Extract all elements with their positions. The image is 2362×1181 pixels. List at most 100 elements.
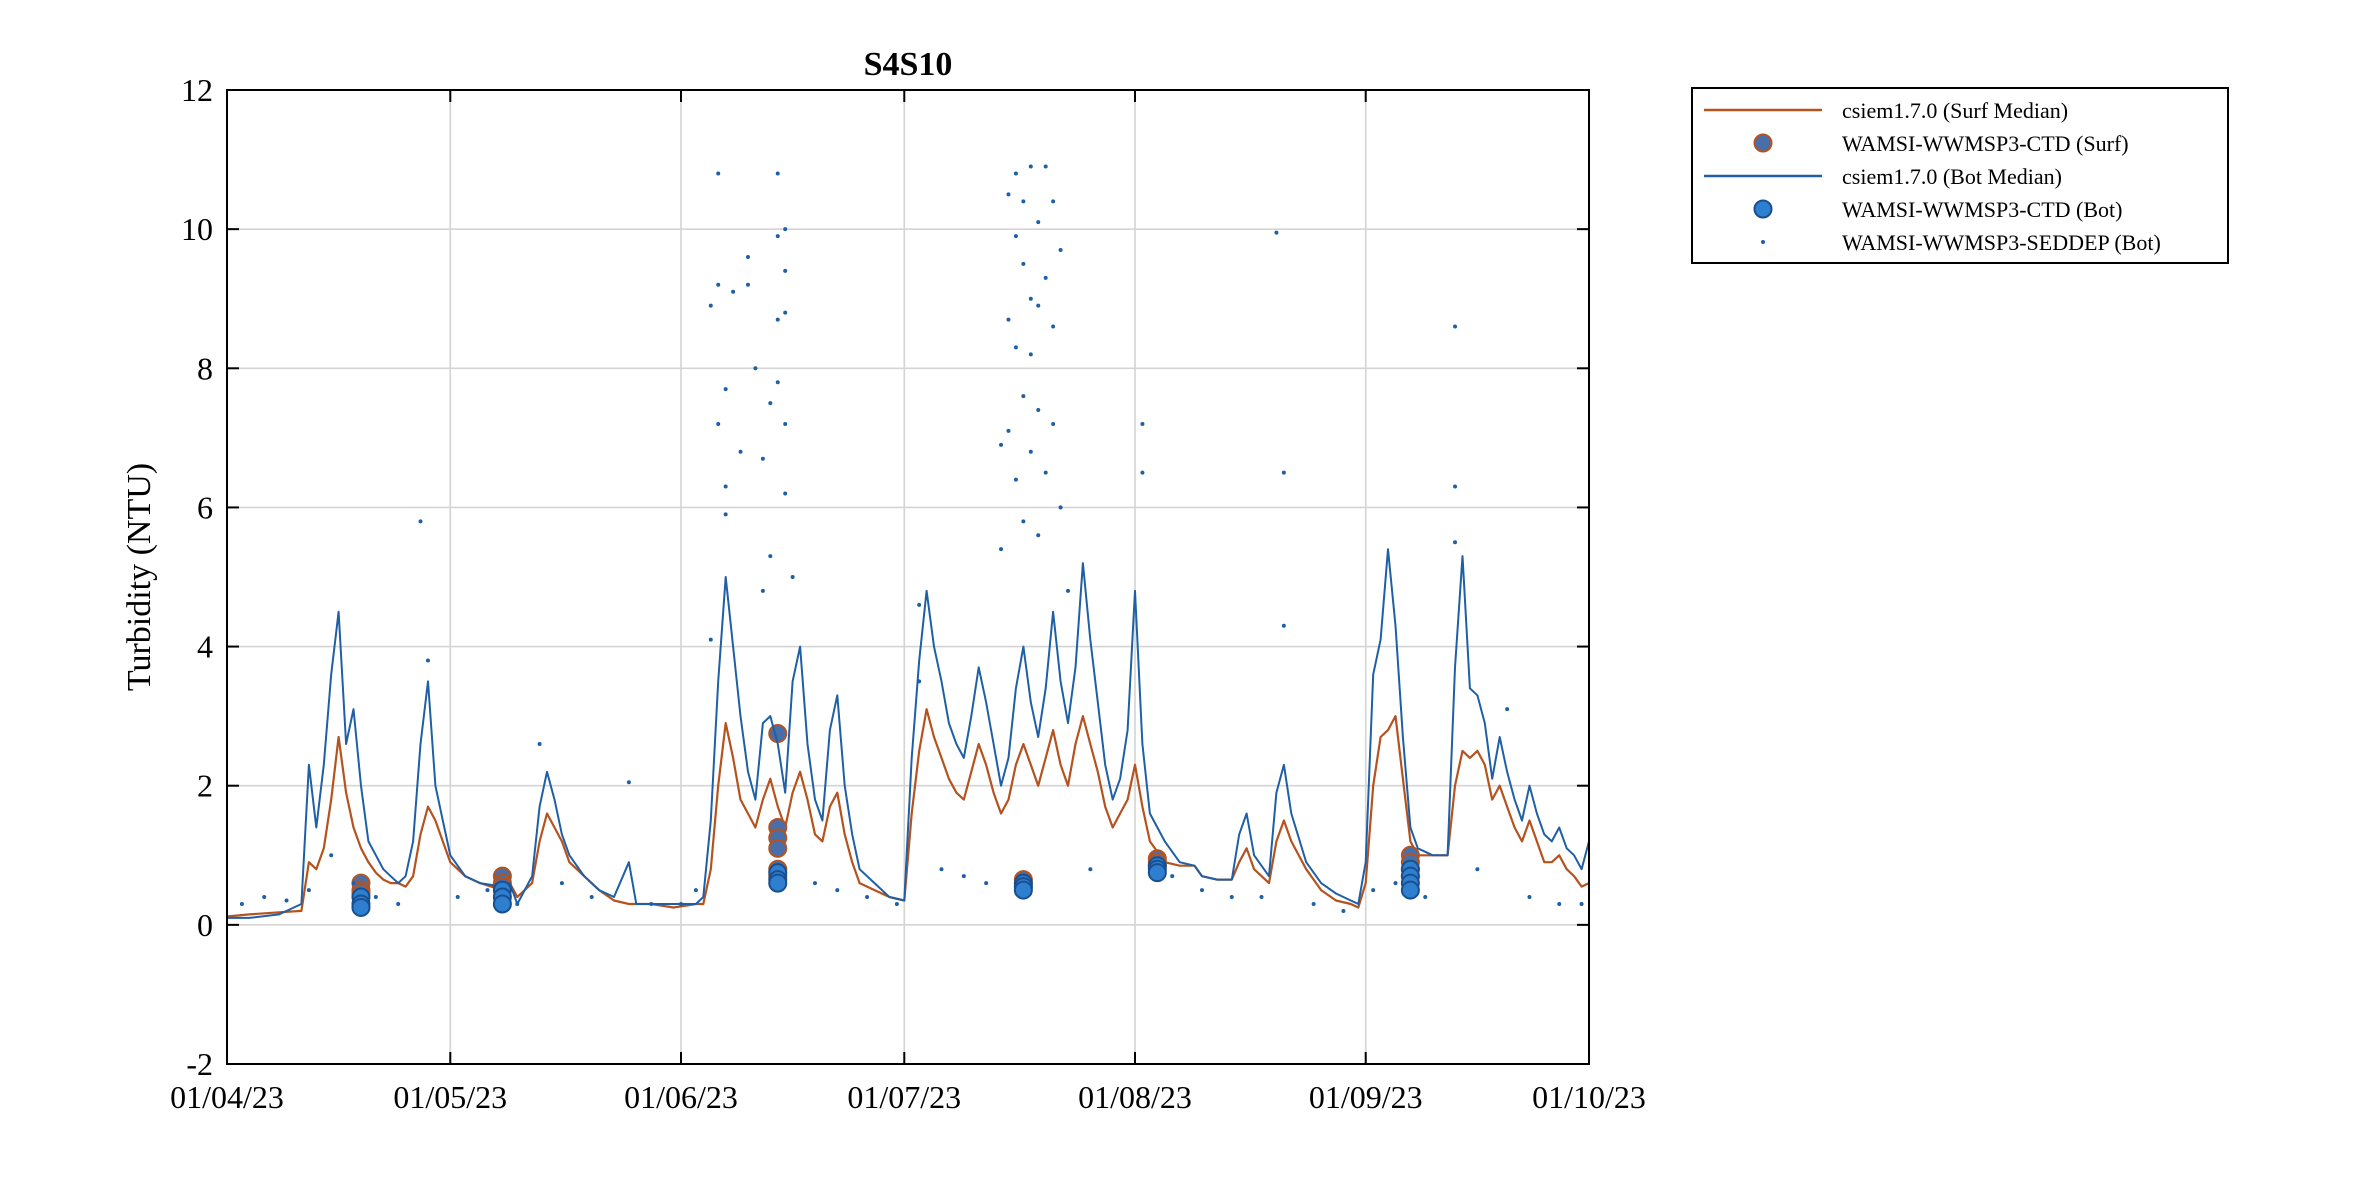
data-point: [1140, 470, 1145, 475]
data-point: [306, 888, 311, 893]
data-point: [1170, 874, 1175, 879]
data-point: [1453, 540, 1458, 545]
data-point: [284, 898, 289, 903]
legend-item: WAMSI-WWMSP3-CTD (Surf): [1753, 131, 2129, 156]
data-point: [1028, 164, 1033, 169]
series-3: [227, 548, 1590, 919]
y-tick-label: 8: [197, 350, 213, 386]
data-point: [1199, 888, 1204, 893]
data-point: [723, 484, 728, 489]
x-tick-label: 01/06/23: [624, 1079, 738, 1115]
data-point: [1013, 171, 1018, 176]
plot-frame: [226, 89, 1590, 1065]
x-tick-label: 01/10/23: [1532, 1079, 1646, 1115]
data-point: [865, 895, 870, 900]
data-point: [835, 888, 840, 893]
data-point: [1058, 248, 1063, 253]
data-point: [1453, 484, 1458, 489]
data-point: [1557, 901, 1562, 906]
data-point: [329, 853, 334, 858]
data-point: [716, 171, 721, 176]
plot-area: [226, 164, 1590, 919]
y-tick-label: 10: [181, 211, 213, 247]
data-point: [1058, 505, 1063, 510]
data-point: [812, 881, 817, 886]
data-point: [1021, 261, 1026, 266]
x-tick-label: 01/08/23: [1078, 1079, 1192, 1115]
data-point: [961, 874, 966, 879]
data-point: [559, 881, 564, 886]
data-point: [716, 282, 721, 287]
legend-item: WAMSI-WWMSP3-SEDDEP (Bot): [1761, 230, 2161, 255]
data-point: [1013, 477, 1018, 482]
data-point: [775, 317, 780, 322]
y-tick-label: 4: [197, 629, 213, 665]
data-point: [1021, 199, 1026, 204]
data-point: [1453, 324, 1458, 329]
data-point: [768, 401, 773, 406]
data-point: [999, 442, 1004, 447]
data-point: [1028, 296, 1033, 301]
data-point: [485, 888, 490, 893]
data-point: [1021, 519, 1026, 524]
data-point: [1140, 421, 1145, 426]
data-point: [1400, 880, 1420, 900]
data-point: [768, 873, 788, 893]
y-tick-label: 2: [197, 768, 213, 804]
data-point: [783, 268, 788, 273]
legend-label: csiem1.7.0 (Surf Median): [1842, 98, 2068, 123]
data-point: [775, 234, 780, 239]
data-point: [917, 679, 922, 684]
legend: csiem1.7.0 (Surf Median) WAMSI-WWMSP3-CTD…: [1691, 87, 2229, 264]
data-point: [760, 456, 765, 461]
data-point: [1259, 895, 1264, 900]
legend-item: WAMSI-WWMSP3-CTD (Bot): [1753, 197, 2123, 222]
data-point: [425, 658, 430, 663]
legend-label: WAMSI-WWMSP3-SEDDEP (Bot): [1842, 230, 2161, 255]
data-point: [455, 895, 460, 900]
data-point: [775, 380, 780, 385]
data-point: [626, 780, 631, 785]
data-point: [649, 901, 654, 906]
data-point: [768, 838, 788, 858]
data-point: [1051, 421, 1056, 426]
data-point: [1043, 470, 1048, 475]
data-point: [1505, 707, 1510, 712]
data-point: [760, 588, 765, 593]
legend-swatch-marker: [1753, 133, 1773, 153]
data-point: [1036, 533, 1041, 538]
data-point: [768, 724, 788, 744]
data-point: [783, 491, 788, 496]
data-point: [1028, 352, 1033, 357]
legend-item: csiem1.7.0 (Surf Median): [1704, 98, 2068, 123]
x-tick-label: 01/04/23: [170, 1079, 284, 1115]
data-point: [1088, 867, 1093, 872]
data-point: [1229, 895, 1234, 900]
data-point: [894, 901, 899, 906]
legend-swatch-dot: [1761, 240, 1765, 244]
data-point: [1423, 895, 1428, 900]
y-axis-label: Turbidity (NTU): [121, 463, 158, 691]
data-point: [1281, 623, 1286, 628]
data-point: [984, 881, 989, 886]
data-point: [783, 310, 788, 315]
data-point: [693, 888, 698, 893]
data-point: [723, 512, 728, 517]
series-5: [239, 164, 1584, 913]
data-point: [745, 254, 750, 259]
data-point: [679, 901, 683, 906]
data-point: [783, 227, 788, 232]
data-point: [1006, 192, 1011, 197]
series-4: [351, 856, 1420, 917]
data-point: [1066, 588, 1071, 593]
data-point: [537, 741, 542, 746]
data-point: [262, 895, 267, 900]
data-point: [1028, 449, 1033, 454]
data-point: [515, 901, 520, 906]
y-tick-label: 12: [181, 72, 213, 108]
data-point: [775, 171, 780, 176]
data-point: [1393, 881, 1398, 886]
data-point: [396, 901, 401, 906]
data-point: [1527, 895, 1532, 900]
data-point: [1274, 230, 1279, 235]
